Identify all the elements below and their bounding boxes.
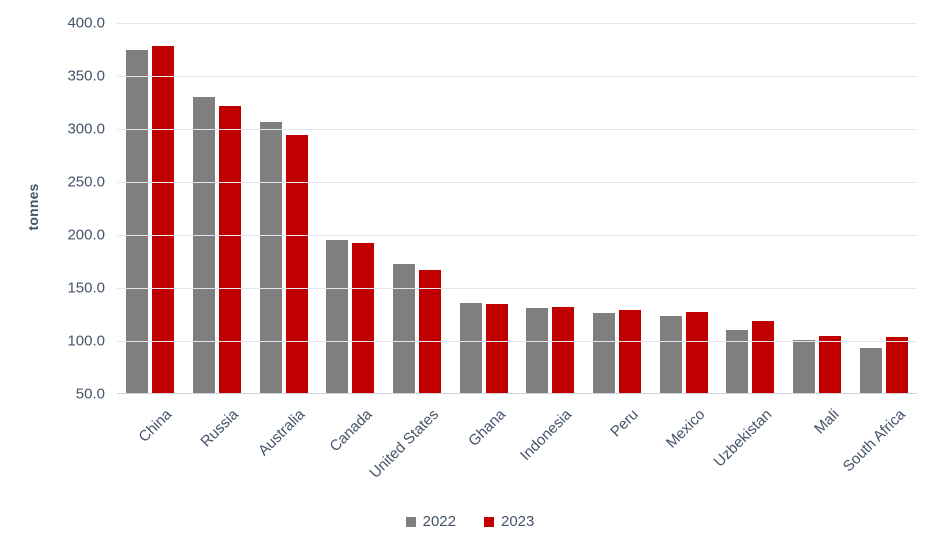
x-axis-label: Russia bbox=[197, 406, 243, 451]
bar-2023-south-africa bbox=[885, 336, 908, 394]
bar-2023-russia bbox=[219, 105, 241, 394]
x-axis-label: South Africa bbox=[839, 406, 909, 476]
x-axis-labels: China Russia Australia Canada United States G… bbox=[117, 399, 917, 511]
x-axis-line bbox=[117, 393, 917, 394]
y-tick-label: 400.0 bbox=[67, 14, 105, 32]
bar-group-peru bbox=[584, 23, 651, 394]
x-axis-label: Mexico bbox=[663, 406, 709, 452]
gridline bbox=[117, 182, 917, 183]
legend-item-2023: 2023 bbox=[484, 513, 534, 530]
x-axis-label: Mali bbox=[810, 406, 843, 438]
bar-group-south-africa bbox=[850, 23, 917, 394]
x-axis-label: Peru bbox=[607, 406, 643, 441]
y-tick-label: 50.0 bbox=[75, 385, 105, 403]
x-axis-label: Canada bbox=[326, 406, 376, 456]
bar-group-mali bbox=[784, 23, 851, 394]
x-label-slot: Indonesia bbox=[517, 399, 584, 511]
x-axis-label: Indonesia bbox=[517, 406, 576, 465]
gridline bbox=[117, 288, 917, 289]
bar-2022-united-states bbox=[393, 263, 416, 394]
y-tick-label: 350.0 bbox=[67, 67, 105, 85]
legend-swatch-icon bbox=[484, 516, 494, 527]
x-label-slot: Russia bbox=[184, 399, 251, 511]
x-label-slot: Australia bbox=[250, 399, 317, 511]
bar-group-united-states bbox=[384, 23, 451, 394]
bar-group-china bbox=[117, 23, 184, 394]
x-axis-label: Ghana bbox=[464, 406, 509, 450]
y-tick-label: 150.0 bbox=[67, 279, 105, 297]
bar-2022-mexico bbox=[659, 315, 682, 394]
x-label-slot: Uzbekistan bbox=[711, 399, 784, 511]
x-axis-label: Uzbekistan bbox=[710, 406, 776, 471]
legend-item-2022: 2022 bbox=[405, 513, 456, 530]
x-label-slot: Mali bbox=[784, 399, 851, 511]
gridline bbox=[117, 76, 917, 77]
x-label-slot: Ghana bbox=[450, 399, 517, 511]
bar-2022-australia bbox=[259, 121, 282, 394]
bar-2023-indonesia bbox=[552, 307, 575, 394]
x-axis-label: China bbox=[135, 406, 176, 446]
bar-2022-ghana bbox=[459, 302, 482, 394]
bar-group-uzbekistan bbox=[717, 23, 784, 394]
y-tick-label: 300.0 bbox=[67, 120, 105, 138]
bar-group-mexico bbox=[650, 23, 717, 394]
gridline bbox=[117, 341, 917, 342]
bar-2023-peru bbox=[619, 310, 642, 394]
bar-2022-russia bbox=[193, 97, 215, 394]
y-tick-label: 250.0 bbox=[67, 173, 105, 191]
x-label-slot: Canada bbox=[317, 399, 384, 511]
legend-swatch-icon bbox=[405, 516, 416, 527]
gridline bbox=[117, 235, 917, 236]
bar-group-canada bbox=[317, 23, 384, 394]
x-label-slot: China bbox=[117, 399, 184, 511]
bar-2022-uzbekistan bbox=[726, 330, 749, 394]
legend: 2022 2023 bbox=[0, 513, 940, 530]
x-label-slot: United States bbox=[366, 399, 451, 511]
x-label-slot: Peru bbox=[584, 399, 651, 511]
bar-group-ghana bbox=[450, 23, 517, 394]
bar-2022-south-africa bbox=[859, 348, 882, 394]
bars-container bbox=[117, 23, 917, 394]
y-tick-label: 200.0 bbox=[67, 226, 105, 244]
bar-2022-china bbox=[126, 49, 149, 394]
bar-2023-mexico bbox=[685, 312, 708, 394]
bar-2022-indonesia bbox=[526, 308, 549, 394]
plot-area bbox=[117, 23, 917, 394]
bar-2023-canada bbox=[352, 243, 375, 394]
bar-group-indonesia bbox=[517, 23, 584, 394]
bar-2022-canada bbox=[326, 240, 349, 394]
bar-2022-peru bbox=[593, 313, 616, 394]
gridline bbox=[117, 23, 917, 24]
legend-label: 2022 bbox=[422, 513, 456, 530]
bar-2023-united-states bbox=[419, 269, 442, 394]
bar-2023-australia bbox=[285, 135, 308, 394]
bar-2023-ghana bbox=[485, 303, 508, 394]
bar-2022-mali bbox=[793, 339, 816, 394]
bar-group-australia bbox=[250, 23, 317, 394]
y-tick-label: 100.0 bbox=[67, 332, 105, 350]
bar-2023-uzbekistan bbox=[752, 320, 775, 394]
gridline bbox=[117, 129, 917, 130]
y-axis-title: tonnes bbox=[25, 183, 41, 231]
bar-2023-mali bbox=[819, 335, 842, 394]
x-label-slot: South Africa bbox=[840, 399, 917, 511]
bar-2023-china bbox=[152, 46, 175, 394]
x-axis-label: Australia bbox=[255, 406, 309, 460]
x-label-slot: Mexico bbox=[650, 399, 717, 511]
legend-label: 2023 bbox=[501, 513, 535, 530]
bar-group-russia bbox=[184, 23, 251, 394]
